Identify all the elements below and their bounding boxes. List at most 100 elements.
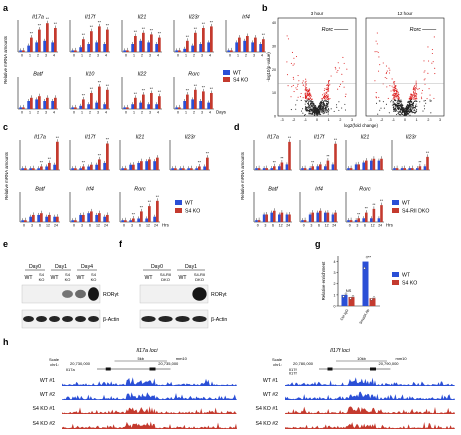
lane-label: WT [144,275,153,281]
legend-label-ko: S4 KO [185,209,200,215]
point [397,104,399,106]
sig-point [395,87,397,89]
sig-point [324,98,326,100]
gene-title: Irf4 [242,15,250,21]
point [379,100,381,102]
point [310,99,312,102]
bar-wt [175,50,178,52]
point [379,109,381,111]
bar-ko [319,210,322,222]
bar-wt [79,168,82,170]
sig-point [327,94,329,96]
band-actin [88,316,99,322]
bar-ko [54,97,57,109]
coverage-track [285,422,455,429]
coverage-track [62,421,237,429]
significance-star: ** [418,159,422,164]
point [383,107,385,109]
point [425,102,427,104]
blot-actin [21,309,101,329]
significance-star: ** [202,21,206,26]
point [327,100,329,103]
bar-ko [98,159,101,170]
point [402,107,404,110]
bar-wt [53,164,56,170]
point [327,113,329,115]
sig-point [414,90,416,92]
bar-ko [98,213,101,222]
x-tick: 0 [229,54,231,58]
significance-star: ** [194,26,198,31]
sig-point [394,93,396,95]
sig-point [386,70,388,72]
bar-wt [324,212,327,222]
sig-point [423,60,425,62]
bar-ko [319,164,322,170]
point [414,111,416,114]
point [401,103,403,105]
sig-point [379,64,381,66]
point [423,108,426,110]
significance-star: ** [148,199,152,204]
x-tick: 2 [37,54,39,58]
track-label: S4 KO #1 [256,406,279,412]
point [406,110,409,113]
panel-label-h: h [3,337,9,347]
bar-wt [183,48,186,52]
point [409,101,411,103]
x-tick: 3 [31,224,33,228]
bar-wt [147,104,150,109]
significance-star: ** [158,89,162,94]
sig-point [339,85,341,87]
sig-point [286,74,289,76]
point [400,113,402,115]
x-tick: 24 [104,224,108,228]
bar-ko [134,36,137,52]
point [316,114,318,116]
sig-point [304,97,306,99]
panel-a: Il17a0**1**2**3**4Il17f0**1**2**3**4Il21… [3,15,266,115]
sig-point [423,79,425,81]
significance-star: ** [280,156,284,161]
sig-point [388,67,390,69]
legend-swatch-wt [392,272,399,277]
gene-callout: Rorc [322,27,334,33]
point [394,100,396,102]
scale-label: Scale [272,357,283,362]
point [388,112,390,114]
panel-label-f: f [119,239,123,249]
point [412,104,414,106]
sig-point [392,98,394,100]
legend-swatch-wt [392,200,399,205]
point [422,110,424,112]
x-tick: 3 [439,118,441,122]
panel-label-g: g [315,239,321,249]
bar-wt [139,40,142,52]
sig-point [394,89,397,92]
point [397,103,399,105]
sig-point [411,96,413,98]
point [317,109,319,111]
point [322,106,325,108]
bar-wt [37,168,40,170]
bar-ko [280,162,284,170]
sig-point [293,91,295,93]
point [405,105,407,107]
sig-point [302,97,304,99]
sig-point [386,77,388,79]
point [326,109,328,111]
point [409,100,411,102]
sig-point [420,96,423,98]
track-label: S4 KO #2 [33,421,56,427]
band-actin [158,316,173,322]
sig-point [291,51,294,54]
significance-star: ** [357,211,361,216]
sig-point [413,88,415,90]
sig-point [297,96,299,98]
band-actin [23,316,34,322]
significance-label: NS [346,288,352,293]
